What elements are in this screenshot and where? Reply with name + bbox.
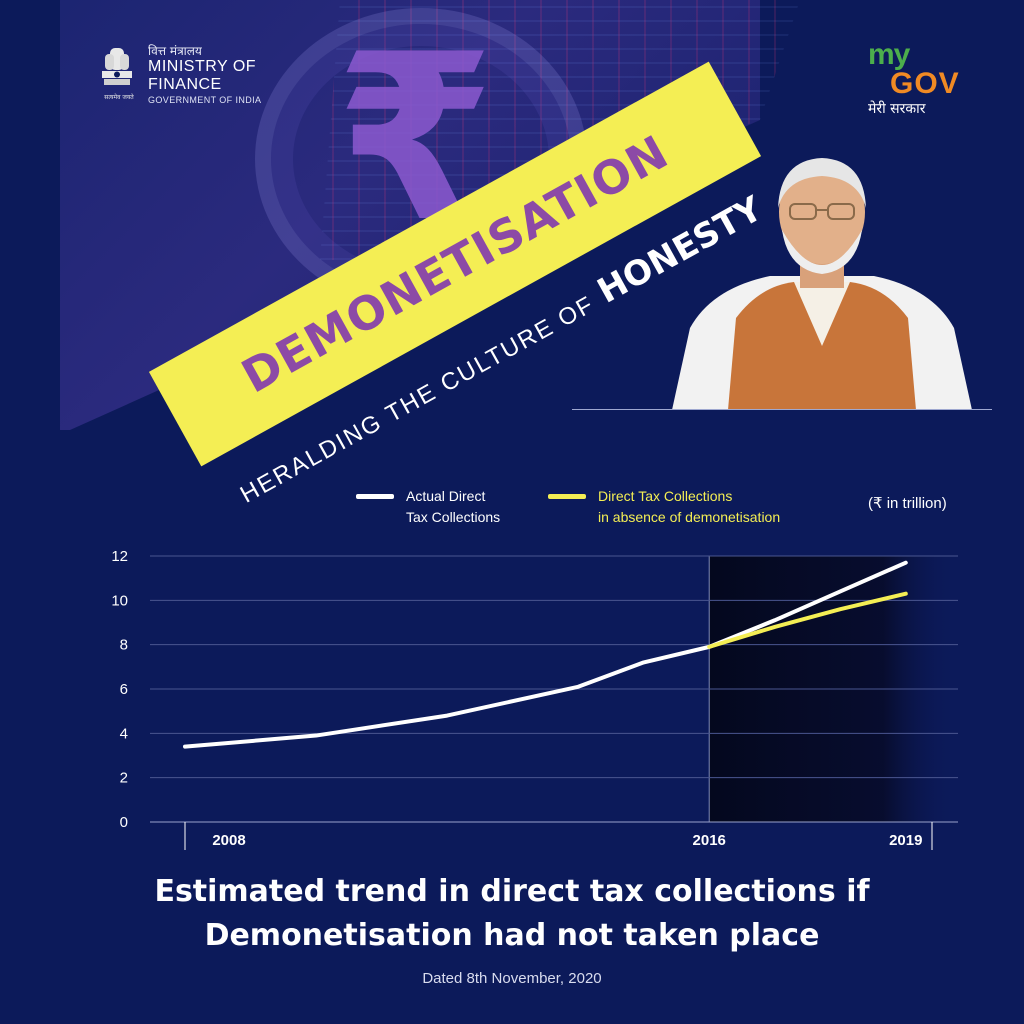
y-tick-label-0: 0 bbox=[120, 814, 128, 831]
series-line-counterfactual bbox=[707, 591, 908, 649]
x-tick-label-2008: 2008 bbox=[212, 832, 245, 849]
ministry-line-1: MINISTRY OF bbox=[148, 58, 257, 75]
ministry-line-3: GOVERNMENT OF INDIA bbox=[148, 95, 262, 105]
chart-title-line-2: Demonetisation had not taken place bbox=[204, 918, 820, 953]
legend-swatch-counterfactual bbox=[548, 494, 586, 499]
x-tick-label-2016: 2016 bbox=[693, 832, 726, 849]
chart-title: Estimated trend in direct tax collection… bbox=[0, 870, 1024, 958]
mygov-gov-text: GOV bbox=[890, 67, 960, 100]
portrait-illustration bbox=[672, 158, 972, 410]
emblem-caption: सत्यमेव जयते bbox=[104, 94, 134, 101]
legend-counter-line-2: in absence of demonetisation bbox=[598, 509, 781, 525]
y-tick-label-6: 6 bbox=[120, 681, 128, 698]
chart-title-line-1: Estimated trend in direct tax collection… bbox=[154, 874, 870, 909]
series-line-actual bbox=[183, 560, 908, 749]
legend-actual-line-1: Actual Direct bbox=[406, 488, 486, 504]
y-tick-label-10: 10 bbox=[111, 592, 128, 609]
mygov-my-text: my bbox=[868, 38, 910, 71]
legend-label-counterfactual: Direct Tax Collections in absence of dem… bbox=[598, 486, 780, 528]
portrait-divider bbox=[572, 409, 992, 410]
unit-label: (₹ in trillion) bbox=[868, 495, 947, 512]
tax-collection-line-chart: 0 2 4 6 8 10 12 2008 2016 2019 bbox=[111, 548, 958, 850]
legend-counter-line-1: Direct Tax Collections bbox=[598, 488, 733, 504]
legend-swatch-actual bbox=[356, 494, 394, 499]
mygov-hindi-text: मेरी सरकार bbox=[868, 101, 926, 117]
national-emblem-icon bbox=[102, 48, 132, 85]
ministry-line-2: FINANCE bbox=[148, 76, 222, 93]
y-tick-label-12: 12 bbox=[111, 548, 128, 565]
x-tick-label-2019: 2019 bbox=[889, 832, 922, 849]
legend-label-actual: Actual Direct Tax Collections bbox=[406, 486, 500, 528]
legend-actual-line-2: Tax Collections bbox=[406, 509, 501, 525]
y-tick-label-2: 2 bbox=[120, 770, 128, 787]
date-text: Dated 8th November, 2020 bbox=[422, 970, 602, 987]
ministry-hindi-text: वित्त मंत्रालय bbox=[148, 44, 202, 58]
y-tick-label-8: 8 bbox=[120, 637, 128, 654]
y-tick-label-4: 4 bbox=[120, 725, 128, 742]
mygov-logo: my GOV मेरी सरकार bbox=[868, 40, 978, 118]
